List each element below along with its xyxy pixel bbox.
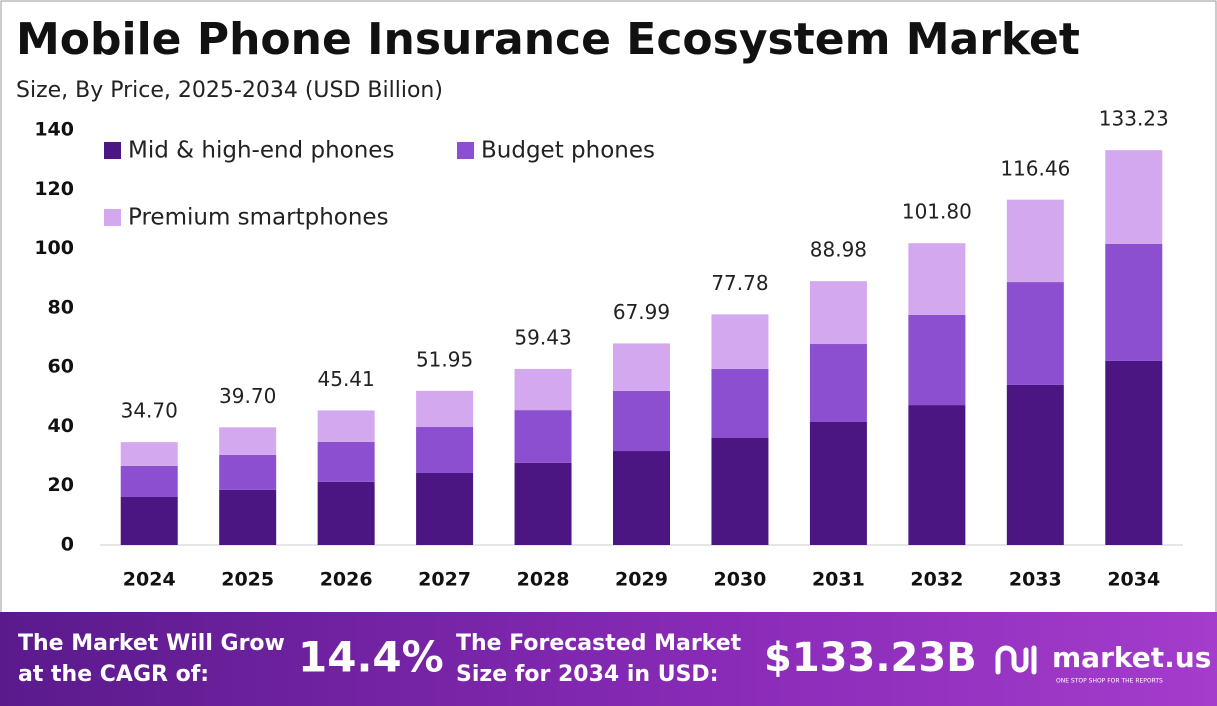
total-label: 34.70 [121, 399, 178, 423]
legend-swatch [104, 209, 121, 226]
total-label: 116.46 [1000, 156, 1070, 180]
x-tick-label: 2024 [123, 569, 176, 591]
bar-segment [1006, 384, 1064, 545]
y-tick-label: 40 [48, 415, 74, 437]
x-tick-label: 2027 [418, 569, 471, 591]
bar-segment [514, 410, 572, 463]
x-tick-label: 2029 [615, 569, 668, 591]
bar-segment [908, 243, 966, 315]
bar-segment [1006, 282, 1064, 385]
legend-swatch [104, 142, 121, 159]
total-label: 77.78 [711, 271, 768, 295]
legend-label: Premium smartphones [128, 205, 389, 231]
brand-icon [995, 645, 1037, 675]
x-tick-label: 2033 [1009, 569, 1062, 591]
total-label: 133.23 [1099, 107, 1169, 131]
bar-segment [613, 451, 670, 545]
bar-segment [416, 390, 474, 428]
bar-segment [613, 390, 670, 452]
chart-title: Mobile Phone Insurance Ecosystem Market [16, 14, 1080, 65]
y-tick-label: 140 [34, 119, 74, 141]
forecast-label: Size for 2034 in USD: [456, 662, 719, 687]
x-tick-label: 2026 [320, 569, 373, 591]
total-label: 45.41 [318, 367, 375, 391]
bar-segment [514, 368, 572, 411]
bar-segment [219, 427, 277, 455]
total-label: 88.98 [810, 238, 867, 262]
cagr-label: at the CAGR of: [18, 662, 209, 687]
cagr-value: 14.4% [298, 633, 444, 682]
tagline: ONE STOP SHOP FOR THE REPORTS [1056, 678, 1163, 685]
bar-segment [1006, 199, 1064, 283]
bar-segment [1105, 360, 1163, 545]
y-tick-label: 60 [48, 356, 74, 378]
bar-segment [908, 405, 966, 545]
total-label: 39.70 [219, 384, 276, 408]
y-tick-label: 80 [48, 296, 74, 318]
x-tick-label: 2025 [221, 569, 274, 591]
x-tick-label: 2032 [910, 569, 963, 591]
total-label: 59.43 [514, 325, 571, 349]
x-tick-label: 2031 [812, 569, 865, 591]
y-tick-label: 120 [34, 178, 74, 200]
bar-segment [317, 441, 375, 482]
bar-segment [711, 314, 769, 369]
bar-segment [1105, 150, 1163, 244]
bar-segment [416, 472, 474, 545]
forecast-label: The Forecasted Market [456, 631, 742, 656]
x-tick-label: 2034 [1107, 569, 1160, 591]
x-tick-label: 2030 [714, 569, 767, 591]
brand: market.us [1052, 641, 1211, 674]
bar-segment [120, 496, 178, 545]
y-tick-label: 100 [34, 237, 74, 259]
bar-segment [317, 410, 375, 442]
chart-subtitle: Size, By Price, 2025-2034 (USD Billion) [16, 78, 443, 103]
bar-segment [809, 281, 867, 345]
bar-segment [317, 481, 375, 545]
bar-segment [809, 421, 867, 545]
bar-segment [219, 489, 277, 545]
legend-swatch [457, 142, 474, 159]
cagr-label: The Market Will Grow [18, 631, 285, 656]
bar-segment [908, 314, 966, 406]
bar-segment [1105, 243, 1163, 361]
bar-segment [711, 437, 769, 545]
total-label: 101.80 [902, 200, 972, 224]
bar-segment [711, 368, 769, 438]
legend-label: Mid & high-end phones [128, 138, 394, 164]
bar-segment [416, 427, 474, 473]
legend-label: Budget phones [481, 138, 655, 164]
total-label: 67.99 [613, 300, 670, 324]
x-tick-label: 2028 [517, 569, 570, 591]
bar-segment [120, 465, 178, 497]
total-label: 51.95 [416, 348, 473, 372]
bar-segment [219, 454, 277, 490]
forecast-value: $133.23B [764, 635, 977, 681]
bar-segment [120, 442, 178, 466]
bar-segment [809, 344, 867, 422]
bar-segment [514, 462, 572, 545]
y-tick-label: 20 [48, 474, 74, 496]
bar-segment [613, 343, 670, 391]
y-tick-label: 0 [61, 534, 74, 556]
